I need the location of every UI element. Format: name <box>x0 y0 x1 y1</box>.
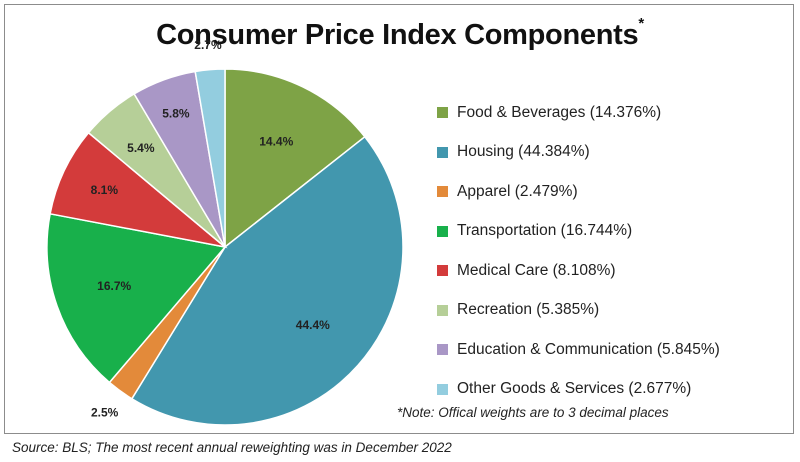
source-caption: Source: BLS; The most recent annual rewe… <box>12 440 452 455</box>
legend-label: Apparel (2.479%) <box>457 182 578 200</box>
legend-swatch <box>437 344 448 356</box>
legend-label: Food & Beverages (14.376%) <box>457 103 662 121</box>
legend-label: Medical Care (8.108%) <box>457 261 616 279</box>
legend-label: Other Goods & Services (2.677%) <box>457 380 692 398</box>
legend-item-transportation: Transportation (16.744%) <box>437 212 720 252</box>
legend-item-medical-care: Medical Care (8.108%) <box>437 251 720 291</box>
legend-label: Recreation (5.385%) <box>457 301 600 319</box>
slice-label-housing: 44.4% <box>296 318 330 332</box>
legend-item-food-beverages: Food & Beverages (14.376%) <box>437 93 720 133</box>
slice-label-food-beverages: 14.4% <box>259 134 293 148</box>
legend-swatch <box>437 265 448 277</box>
legend-item-apparel: Apparel (2.479%) <box>437 172 720 212</box>
legend-label: Transportation (16.744%) <box>457 222 633 240</box>
legend-swatch <box>437 146 448 158</box>
legend-label: Housing (44.384%) <box>457 143 590 161</box>
legend-item-other-goods-services: Other Goods & Services (2.677%) <box>437 370 720 410</box>
slice-label-medical-care: 8.1% <box>91 183 119 197</box>
legend-swatch <box>437 225 448 237</box>
pie-slice-medical-care <box>49 131 228 249</box>
legend-label: Education & Communication (5.845%) <box>457 340 720 358</box>
chart-note: *Note: Offical weights are to 3 decimal … <box>397 405 669 420</box>
chart-title: Consumer Price Index Components* <box>156 15 644 51</box>
pie-slice-food-beverages <box>224 68 366 249</box>
slice-label-other-goods-services: 2.7% <box>194 38 222 52</box>
slice-label-transportation: 16.7% <box>97 279 131 293</box>
legend-swatch <box>437 383 448 395</box>
slice-label-education-communication: 5.8% <box>162 106 190 120</box>
slice-label-apparel: 2.5% <box>91 406 119 420</box>
legend-item-housing: Housing (44.384%) <box>437 133 720 173</box>
legend-swatch <box>437 186 448 198</box>
title-footnote-marker: * <box>638 15 644 32</box>
legend-item-recreation: Recreation (5.385%) <box>437 291 720 331</box>
legend: Food & Beverages (14.376%) Housing (44.38… <box>437 93 720 409</box>
legend-item-education-communication: Education & Communication (5.845%) <box>437 330 720 370</box>
legend-swatch <box>437 304 448 316</box>
pie-slice-transportation <box>46 212 227 384</box>
pie-slice-housing <box>130 135 404 426</box>
legend-swatch <box>437 107 448 119</box>
pie-slice-other-goods-services <box>194 68 226 248</box>
slice-label-recreation: 5.4% <box>127 141 155 155</box>
